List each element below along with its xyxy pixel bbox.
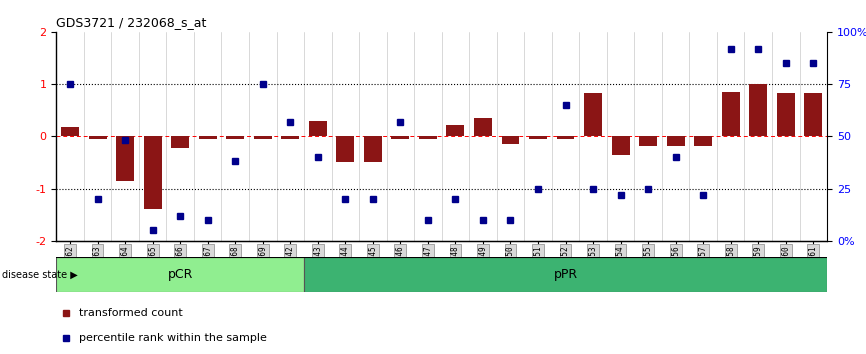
Text: GDS3721 / 232068_s_at: GDS3721 / 232068_s_at [56,16,207,29]
Bar [144,136,162,209]
Bar [304,257,827,292]
Bar [336,136,354,162]
Text: percentile rank within the sample: percentile rank within the sample [80,333,268,343]
Bar [557,136,574,139]
Bar [116,136,134,181]
Bar [749,84,767,136]
Bar [61,127,79,136]
Bar [391,136,410,139]
Bar [501,136,520,144]
Bar [171,136,189,148]
Bar [447,125,464,136]
Text: disease state ▶: disease state ▶ [2,269,77,279]
Bar [805,93,822,136]
Bar [695,136,712,146]
Bar [667,136,685,146]
Bar [639,136,657,146]
Bar [309,121,326,136]
Bar [88,136,107,139]
Bar [226,136,244,139]
Text: pPR: pPR [553,268,578,281]
Bar [529,136,547,139]
Bar [364,136,382,162]
Text: transformed count: transformed count [80,308,184,318]
Bar [611,136,630,155]
Bar [721,92,740,136]
Bar [584,93,602,136]
Bar [777,93,795,136]
Bar [474,118,492,136]
Bar [281,136,300,139]
Text: pCR: pCR [167,268,193,281]
Bar [419,136,436,139]
Bar [254,136,272,139]
Bar [198,136,216,139]
Bar [56,257,304,292]
